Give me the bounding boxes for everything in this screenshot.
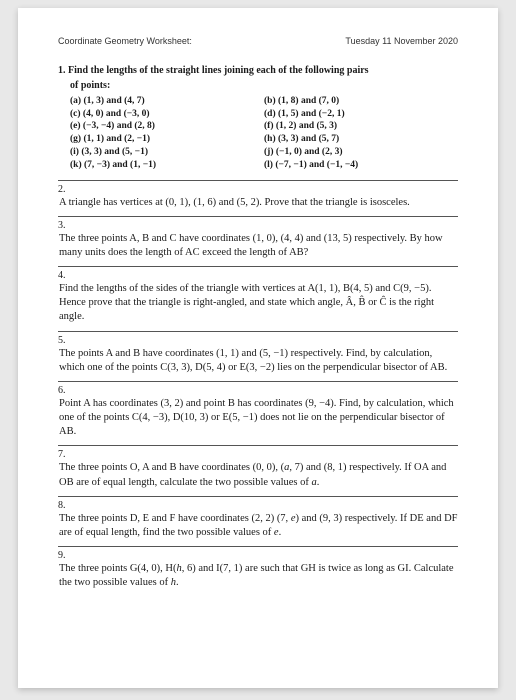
q1-right-col: (b) (1, 8) and (7, 0) (d) (1, 5) and (−2… — [264, 95, 458, 172]
q5-num: 5. — [58, 331, 458, 347]
pair: (i) (3, 3) and (5, −1) — [70, 146, 264, 159]
q1-left-col: (a) (1, 3) and (4, 7) (c) (4, 0) and (−3… — [70, 95, 264, 172]
q5-body: The points A and B have coordinates (1, … — [58, 347, 458, 375]
worksheet-page: Coordinate Geometry Worksheet: Tuesday 1… — [18, 8, 498, 688]
pair: (l) (−7, −1) and (−1, −4) — [264, 159, 458, 172]
q6-num: 6. — [58, 381, 458, 397]
header-right: Tuesday 11 November 2020 — [345, 36, 458, 48]
pair: (h) (3, 3) and (5, 7) — [264, 133, 458, 146]
pair: (d) (1, 5) and (−2, 1) — [264, 108, 458, 121]
q9-body: The three points G(4, 0), H(h, 6) and I(… — [58, 562, 458, 590]
pair: (a) (1, 3) and (4, 7) — [70, 95, 264, 108]
q9-num: 9. — [58, 546, 458, 562]
q7-body: The three points O, A and B have coordin… — [58, 461, 458, 489]
pair: (k) (7, −3) and (1, −1) — [70, 159, 264, 172]
pair: (e) (−3, −4) and (2, 8) — [70, 120, 264, 133]
q4-body: Find the lengths of the sides of the tri… — [58, 282, 458, 325]
pair: (g) (1, 1) and (2, −1) — [70, 133, 264, 146]
q3-num: 3. — [58, 216, 458, 232]
pair: (c) (4, 0) and (−3, 0) — [70, 108, 264, 121]
q2-num: 2. — [58, 180, 458, 196]
q1-pairs: (a) (1, 3) and (4, 7) (c) (4, 0) and (−3… — [58, 95, 458, 172]
q7-num: 7. — [58, 445, 458, 461]
q3-body: The three points A, B and C have coordin… — [58, 232, 458, 260]
q1-sub: of points: — [58, 79, 458, 92]
pair: (j) (−1, 0) and (2, 3) — [264, 146, 458, 159]
q2-body: A triangle has vertices at (0, 1), (1, 6… — [58, 196, 458, 210]
q6-body: Point A has coordinates (3, 2) and point… — [58, 397, 458, 440]
q4-num: 4. — [58, 266, 458, 282]
q1-title: 1. Find the lengths of the straight line… — [58, 64, 458, 77]
q8-num: 8. — [58, 496, 458, 512]
page-header: Coordinate Geometry Worksheet: Tuesday 1… — [58, 36, 458, 48]
header-left: Coordinate Geometry Worksheet: — [58, 36, 192, 48]
q8-body: The three points D, E and F have coordin… — [58, 512, 458, 540]
pair: (b) (1, 8) and (7, 0) — [264, 95, 458, 108]
pair: (f) (1, 2) and (5, 3) — [264, 120, 458, 133]
